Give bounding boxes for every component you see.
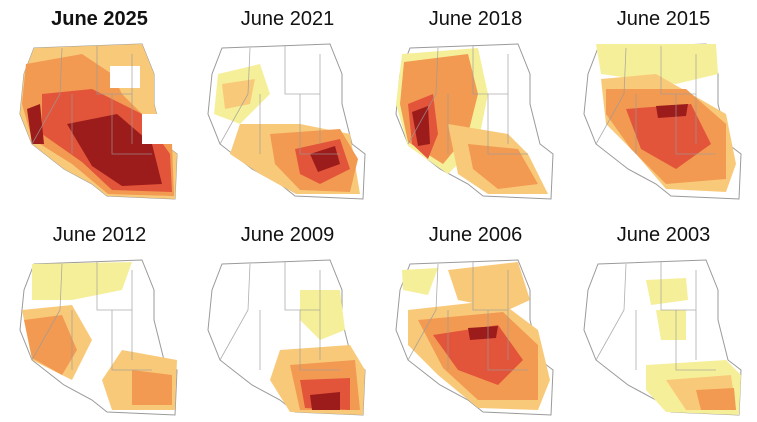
map-panel-2003: June 2003 — [576, 222, 751, 422]
western-us-map — [583, 259, 742, 416]
map-panel-2012: June 2012 — [12, 222, 187, 422]
map-title: June 2006 — [428, 224, 523, 246]
map-title: June 2015 — [616, 8, 711, 30]
map-title: June 2012 — [52, 224, 147, 246]
map-title: June 2009 — [240, 224, 335, 246]
western-us-map — [19, 259, 178, 416]
map-panel-2006: June 2006 — [388, 222, 563, 422]
western-us-map — [207, 259, 366, 416]
map-panel-2025: June 2025 — [12, 6, 187, 206]
map-title: June 2021 — [240, 8, 335, 30]
western-us-map — [395, 43, 554, 200]
western-us-map — [207, 43, 366, 200]
map-title: June 2003 — [616, 224, 711, 246]
map-panel-2009: June 2009 — [200, 222, 375, 422]
western-us-map — [583, 43, 742, 200]
map-panel-2018: June 2018 — [388, 6, 563, 206]
map-panel-2015: June 2015 — [576, 6, 751, 206]
western-us-map — [395, 259, 554, 416]
western-us-map — [19, 43, 178, 200]
map-title: June 2018 — [428, 8, 523, 30]
map-panel-2021: June 2021 — [200, 6, 375, 206]
map-title: June 2025 — [51, 8, 148, 30]
